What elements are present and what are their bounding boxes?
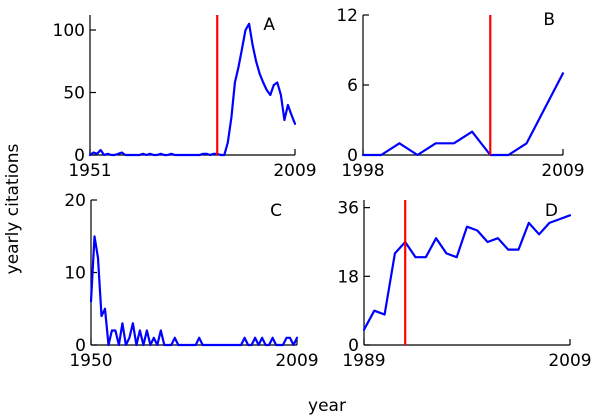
panel-c-xtick-label: 1950 xyxy=(69,351,112,371)
panel-d-series-line xyxy=(362,214,572,331)
panel-a-series-line xyxy=(88,22,297,157)
panel-c-xtick-label: 2009 xyxy=(275,351,318,371)
panel-d: 0 18 36 1989 2009 D xyxy=(337,199,591,371)
panel-b-letter: B xyxy=(543,10,555,30)
panel-a-xtick-label: 1951 xyxy=(68,161,111,181)
panel-c-series-line xyxy=(89,235,299,347)
panel-d-xtick-label: 2009 xyxy=(548,351,591,371)
panel-a-letter: A xyxy=(263,15,275,35)
panel-a-ytick-label: 50 xyxy=(63,84,85,104)
panel-c-letter: C xyxy=(270,201,282,221)
panel-b-xtick-label: 2009 xyxy=(541,161,584,181)
panel-d-ytick-label: 0 xyxy=(348,336,359,356)
panel-a-xtick-label: 2009 xyxy=(273,161,316,181)
panel-b-series-line xyxy=(361,72,565,157)
panel-a: 0 50 100 1951 2009 A xyxy=(53,15,317,181)
panel-d-ytick-label: 36 xyxy=(337,199,359,219)
panel-d-xtick-label: 1989 xyxy=(342,351,385,371)
panel-c: 0 10 20 1950 2009 C xyxy=(64,191,318,371)
panel-b-ytick-label: 6 xyxy=(347,76,358,96)
panel-b-ytick-label: 12 xyxy=(336,6,358,26)
panels: 0 50 100 1951 2009 A 0 6 12 1998 2009 B 0 10 20 1950 200… xyxy=(53,6,592,371)
panel-d-letter: D xyxy=(545,201,558,221)
panel-b: 0 6 12 1998 2009 B xyxy=(336,6,584,181)
panel-a-ytick-label: 100 xyxy=(53,21,85,41)
panel-c-ytick-label: 0 xyxy=(75,336,86,356)
panel-c-ytick-label: 10 xyxy=(64,264,86,284)
panel-b-ytick-label: 0 xyxy=(347,146,358,166)
panel-d-ytick-label: 18 xyxy=(337,267,359,287)
figure-xlabel: year xyxy=(308,396,346,416)
figure-ylabel: yearly citations xyxy=(3,144,23,275)
panel-c-ytick-label: 20 xyxy=(64,191,86,211)
panel-a-ytick-label: 0 xyxy=(74,146,85,166)
panel-b-xtick-label: 1998 xyxy=(341,161,384,181)
